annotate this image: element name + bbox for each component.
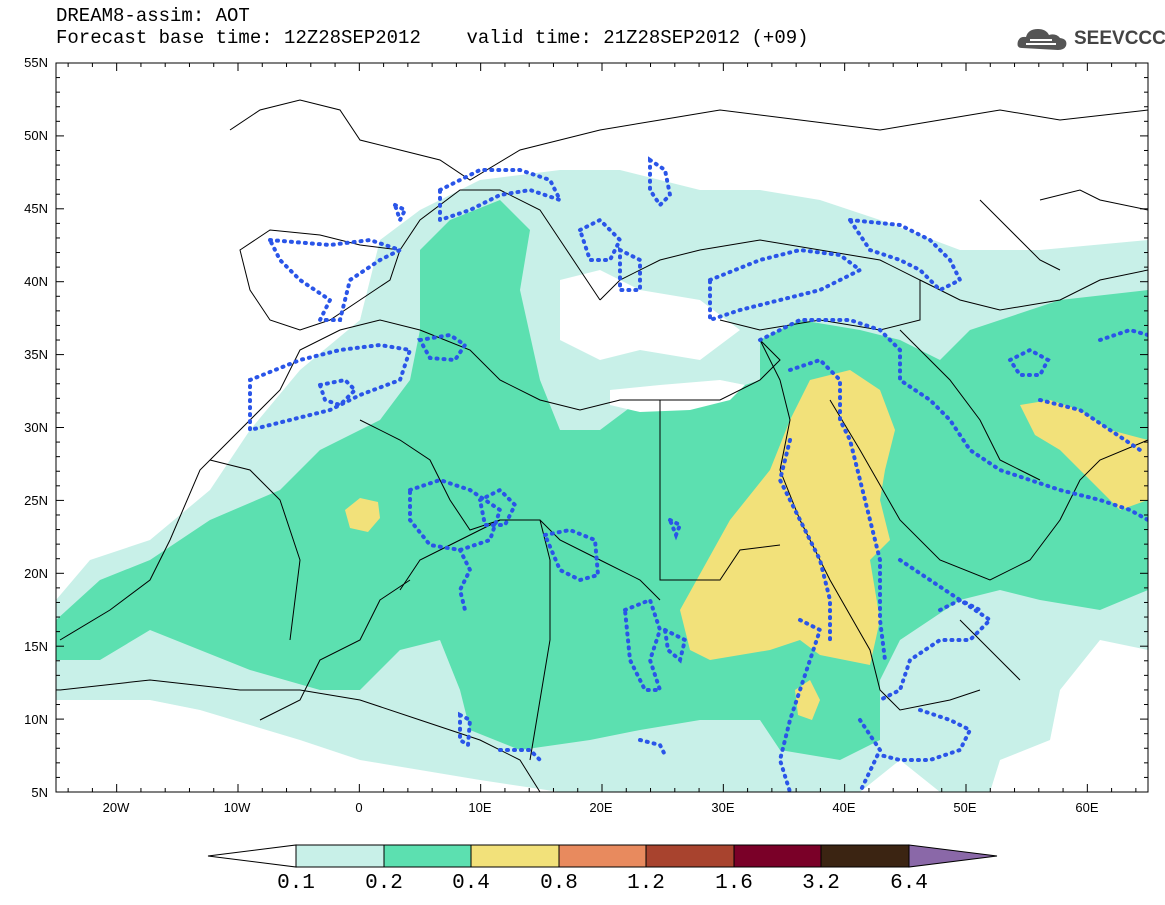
colorbar-swatch-0.4 <box>470 844 560 868</box>
colorbar <box>207 844 998 868</box>
lon-label: 20W <box>102 800 130 815</box>
aot-dotted-contours <box>248 156 1148 792</box>
colorbar-swatch-0.2 <box>383 844 472 868</box>
lat-label: 25N <box>24 493 48 508</box>
colorbar-label: 3.2 <box>802 872 840 895</box>
lat-label: 15N <box>24 639 48 654</box>
lat-label: 20N <box>24 566 48 581</box>
seevccc-logo: SEEVCCC <box>1016 24 1165 54</box>
clear-patch-med <box>560 270 740 360</box>
colorbar-swatch-1.2 <box>645 844 735 868</box>
lat-label: 30N <box>24 420 48 435</box>
lon-label: 50E <box>953 800 977 815</box>
colorbar-under-arrow <box>207 844 297 868</box>
lat-label: 55N <box>24 55 48 70</box>
colorbar-label: 0.1 <box>277 872 315 895</box>
aot-contour-0.4-c <box>345 498 380 532</box>
colorbar-label: 0.4 <box>452 872 490 895</box>
colorbar-label: 1.2 <box>627 872 665 895</box>
valid-time-label: valid time: 21Z28SEP2012 (+09) <box>466 27 809 49</box>
axis-ticks <box>56 63 1148 792</box>
colorbar-swatch-1.6 <box>733 844 822 868</box>
lon-label: 40E <box>832 800 856 815</box>
lat-label: 45N <box>24 201 48 216</box>
lon-label: 20E <box>589 800 613 815</box>
colorbar-label: 1.6 <box>715 872 753 895</box>
lon-label: 10W <box>223 800 251 815</box>
lat-label: 50N <box>24 128 48 143</box>
logo-text: SEEVCCC <box>1074 28 1165 49</box>
aot-contour-0.4-b <box>1020 400 1148 510</box>
colorbar-over-arrow <box>908 844 998 868</box>
cloud-icon <box>1017 29 1067 50</box>
coastlines <box>59 99 1148 792</box>
colorbar-swatch-3.2 <box>820 844 910 868</box>
base-time-label: Forecast base time: 12Z28SEP2012 <box>56 27 421 49</box>
lon-label: 60E <box>1075 800 1099 815</box>
colorbar-swatch-0.8 <box>558 844 647 868</box>
lat-label: 40N <box>24 274 48 289</box>
aot-shading <box>56 170 1148 792</box>
lat-label: 5N <box>31 785 48 800</box>
colorbar-swatch-0.1 <box>295 844 385 868</box>
clear-patch-libya <box>610 380 745 412</box>
colorbar-label: 0.2 <box>365 872 403 895</box>
clear-patch-iberia <box>250 230 370 340</box>
aot-contour-0.4-a <box>680 370 895 665</box>
colorbar-label: 6.4 <box>890 872 928 895</box>
lon-label: 30E <box>711 800 735 815</box>
lon-label: 0 <box>355 800 363 815</box>
lat-label: 35N <box>24 347 48 362</box>
forecast-base-time: Forecast base time: 12Z28SEP2012 valid t… <box>56 28 809 48</box>
lat-label: 10N <box>24 712 48 727</box>
map-title: DREAM8-assim: AOT <box>56 5 250 27</box>
lon-label: 10E <box>468 800 492 815</box>
colorbar-label: 0.8 <box>540 872 578 895</box>
